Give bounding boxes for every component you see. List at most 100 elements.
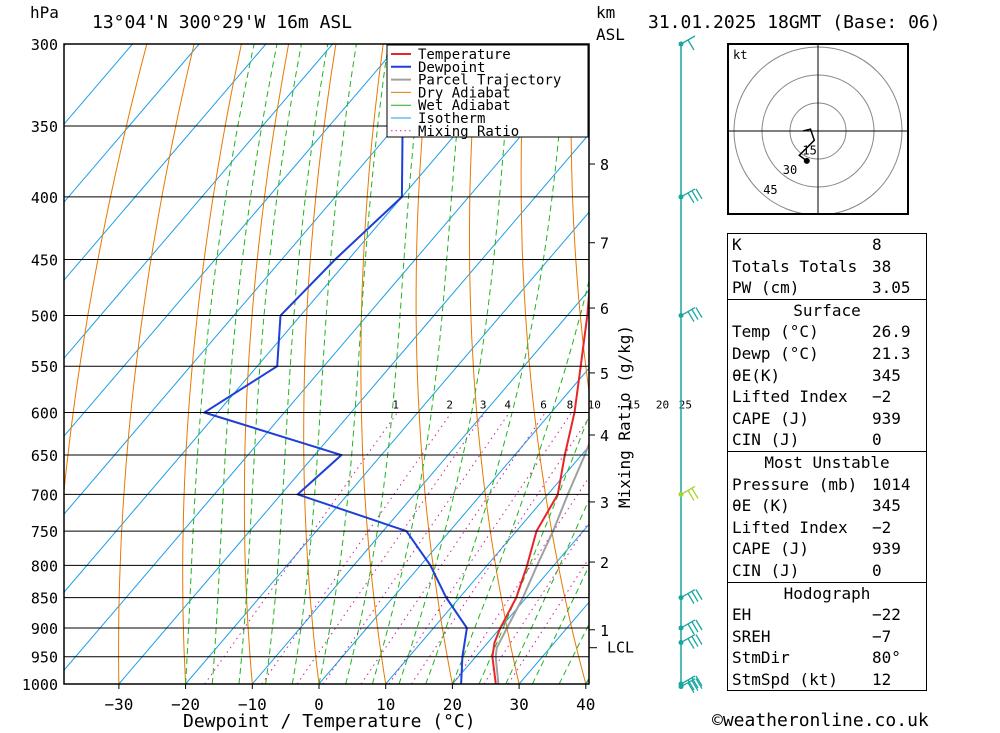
km-tick-label: 3 xyxy=(600,494,609,512)
km-tick-label: 8 xyxy=(600,156,609,174)
pressure-tick-label: 450 xyxy=(31,252,58,270)
legend-entry: Dewpoint xyxy=(418,60,485,76)
index-row: Totals Totals 38 xyxy=(728,256,926,278)
mixing-ratio-line xyxy=(410,417,589,684)
x-tick-label: 30 xyxy=(509,695,528,714)
wind-barb xyxy=(680,675,703,691)
km-tick-label: 4 xyxy=(600,427,609,445)
dry-adiabat-line xyxy=(182,44,242,684)
pressure-tick-label: 700 xyxy=(31,486,58,504)
most-unstable-row: Pressure (mb) 1014 xyxy=(728,474,926,496)
hodograph: kt 15 30 45 xyxy=(727,43,909,216)
wind-barb xyxy=(680,633,703,649)
isotherm-line xyxy=(385,445,589,684)
wet-adiabat-line xyxy=(505,498,589,684)
hodograph-stats-section: Hodograph EH −22 SREH −7 StmDir 80° StmSpd (kt… xyxy=(728,581,926,691)
hodograph-endpoint xyxy=(803,157,810,164)
mixing-ratio-label: 10 xyxy=(588,398,601,411)
wet-adiabat-line xyxy=(185,44,255,684)
hodograph-stat-value: −7 xyxy=(872,626,892,646)
most-unstable-row: θE (K) 345 xyxy=(728,495,926,517)
wind-barb xyxy=(680,485,699,501)
surface-label: Temp (°C) xyxy=(732,322,819,342)
x-tick-label: −20 xyxy=(171,695,200,714)
hodograph-stats-rows: EH −22 SREH −7 StmDir 80° StmSpd (kt) 12 xyxy=(728,604,926,690)
surface-row: θE(K) 345 xyxy=(728,365,926,387)
lcl-label: LCL xyxy=(607,639,634,657)
pressure-tick-label: 550 xyxy=(31,358,58,376)
most-unstable-label: θE (K) xyxy=(732,496,790,516)
surface-value: 0 xyxy=(872,430,882,450)
mixing-ratio-label: 1 xyxy=(392,398,399,411)
isotherm-line xyxy=(251,289,589,684)
most-unstable-value: 0 xyxy=(872,560,882,580)
isotherm-line xyxy=(64,44,400,437)
km-tick-label: 2 xyxy=(600,554,609,572)
isotherm-line xyxy=(118,133,589,684)
axes: 1 2 3 4 6 8 10 15 20 2530035040045050055060065070… xyxy=(22,36,692,714)
legend-entry: Isotherm xyxy=(418,111,485,127)
hodograph-ring-label: 45 xyxy=(763,183,777,197)
index-value: 8 xyxy=(872,235,882,254)
wind-barb xyxy=(680,188,703,204)
wind-barb xyxy=(680,306,703,322)
mixing-ratio-label: 15 xyxy=(627,398,640,411)
mixing-ratio-line xyxy=(452,476,589,684)
mixing-ratio-line xyxy=(296,412,486,684)
pressure-tick-label: 400 xyxy=(31,189,58,207)
km-tick-label: 5 xyxy=(600,365,609,383)
mixing-ratio-label: 4 xyxy=(504,398,511,411)
hodograph-stat-value: 12 xyxy=(872,669,892,689)
wind-barb xyxy=(680,589,703,604)
hodograph-stat-row: StmSpd (kt) 12 xyxy=(728,669,926,691)
wet-adiabat-line xyxy=(345,44,425,684)
credit-link[interactable]: ©weatheronline.co.uk xyxy=(712,710,929,731)
x-tick-label: −10 xyxy=(238,695,267,714)
mixing-ratio-line xyxy=(507,557,589,684)
wind-barb-column xyxy=(678,35,703,693)
wind-barb xyxy=(680,35,696,51)
surface-title: Surface xyxy=(793,300,861,320)
dry-adiabat-line xyxy=(951,44,1000,684)
plot-frame xyxy=(63,43,590,685)
surface-label: CAPE (J) xyxy=(732,408,810,428)
most-unstable-label: CAPE (J) xyxy=(732,539,810,559)
mixing-ratio-line xyxy=(204,412,398,684)
isotherm-line xyxy=(185,211,589,684)
most-unstable-label: Pressure (mb) xyxy=(732,474,858,494)
wet-adiabat-line xyxy=(425,44,568,684)
pressure-tick-label: 950 xyxy=(31,649,58,667)
surface-value: −2 xyxy=(872,387,892,407)
x-axis-label: Dewpoint / Temperature (°C) xyxy=(183,711,476,732)
hodograph-unit: kt xyxy=(733,48,747,62)
dry-adiabat-line xyxy=(469,44,520,684)
hodograph-stat-row: StmDir 80° xyxy=(728,647,926,669)
pressure-tick-label: 900 xyxy=(31,620,58,638)
surface-rows: Temp (°C) 26.9 Dewp (°C) 21.3 θE(K) 345 Lifted… xyxy=(728,321,926,451)
surface-label: Lifted Index xyxy=(732,387,848,407)
mixing-ratio-label: 8 xyxy=(567,398,574,411)
isotherm-line xyxy=(64,44,534,593)
km-unit-label: km xyxy=(596,3,615,22)
mixing-ratio-line xyxy=(322,412,510,684)
surface-label: CIN (J) xyxy=(732,430,800,450)
index-value: 38 xyxy=(872,256,892,276)
wind-barb xyxy=(680,619,703,635)
mixing-ratio-line xyxy=(360,412,546,684)
dry-adiabat-line xyxy=(360,44,387,684)
surface-section: Surface Temp (°C) 26.9 Dewp (°C) 21.3 θE(K) 3… xyxy=(728,298,926,451)
indices-panel: K 8 Totals Totals 38 PW (cm) 3.05 Surface Tem… xyxy=(727,233,927,692)
index-row: PW (cm) 3.05 xyxy=(728,277,926,299)
dry-adiabat-line xyxy=(620,44,720,684)
surface-row: Temp (°C) 26.9 xyxy=(728,321,926,343)
hodograph-stat-label: StmSpd (kt) xyxy=(732,669,838,689)
temperature-line xyxy=(491,282,589,684)
surface-value: 939 xyxy=(872,408,901,428)
legend-entry: Temperature xyxy=(418,47,511,63)
isotherm-line xyxy=(64,44,200,203)
wet-adiabat-line xyxy=(291,44,357,684)
km-tick-label: 7 xyxy=(600,235,609,253)
wet-adiabat-line xyxy=(318,44,389,684)
